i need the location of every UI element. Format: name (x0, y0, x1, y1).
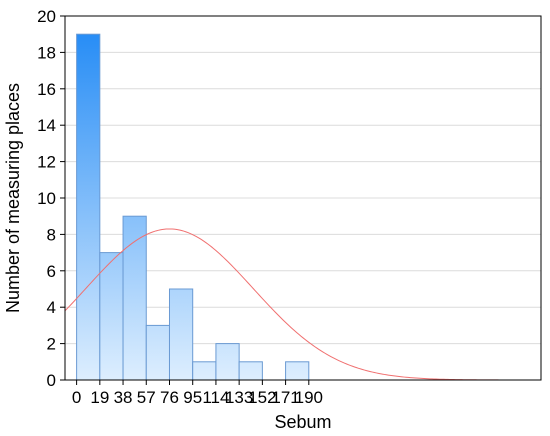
histogram-bar (76, 33, 101, 381)
y-tick-label: 14 (37, 116, 56, 135)
x-tick-label: 76 (160, 388, 179, 407)
y-tick-label: 2 (47, 335, 56, 354)
histogram-bar (285, 361, 310, 381)
histogram-bar (215, 343, 240, 381)
y-tick-label: 10 (37, 189, 56, 208)
x-tick-label: 38 (114, 388, 133, 407)
y-axis-title: Number of measuring places (3, 83, 23, 313)
axis-ticks: 0 2 4 6 8 10 12 14 16 18 20 0 19 38 57 76 95 114133152171… (37, 7, 323, 407)
histogram-bar (145, 324, 170, 381)
x-tick-label: 152 (248, 388, 276, 407)
y-tick-label: 0 (47, 371, 56, 390)
y-tick-label: 12 (37, 153, 56, 172)
x-axis-title: Sebum (274, 412, 331, 432)
y-tick-label: 6 (47, 262, 56, 281)
histogram-bar (122, 215, 147, 381)
histogram-bar (168, 288, 194, 381)
x-tick-label: 0 (72, 388, 81, 407)
x-tick-label: 171 (271, 388, 299, 407)
y-tick-label: 8 (47, 225, 56, 244)
histogram-bar (99, 252, 124, 381)
y-tick-label: 4 (47, 298, 56, 317)
x-tick-label: 57 (137, 388, 156, 407)
x-tick-label: 133 (225, 388, 253, 407)
histogram-bars (76, 33, 310, 381)
y-tick-label: 18 (37, 43, 56, 62)
x-tick-label: 190 (295, 388, 323, 407)
x-tick-label: 114 (202, 388, 229, 407)
y-tick-label: 20 (37, 7, 56, 26)
x-tick-label: 19 (90, 388, 109, 407)
x-tick-label: 95 (183, 388, 202, 407)
histogram-bar (192, 361, 217, 381)
histogram-bar (238, 361, 263, 381)
y-tick-label: 16 (37, 80, 56, 99)
